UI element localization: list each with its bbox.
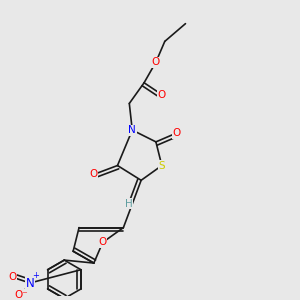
Text: O: O bbox=[90, 169, 98, 179]
Text: O: O bbox=[152, 57, 160, 67]
Text: O: O bbox=[172, 128, 181, 138]
Text: N: N bbox=[128, 125, 136, 135]
Text: O: O bbox=[8, 272, 16, 282]
Text: O⁻: O⁻ bbox=[14, 290, 28, 300]
Text: H: H bbox=[124, 199, 132, 209]
Text: S: S bbox=[158, 160, 165, 170]
Text: N: N bbox=[26, 277, 34, 290]
Text: O: O bbox=[158, 90, 166, 100]
Text: O: O bbox=[99, 237, 107, 248]
Text: +: + bbox=[32, 271, 39, 280]
